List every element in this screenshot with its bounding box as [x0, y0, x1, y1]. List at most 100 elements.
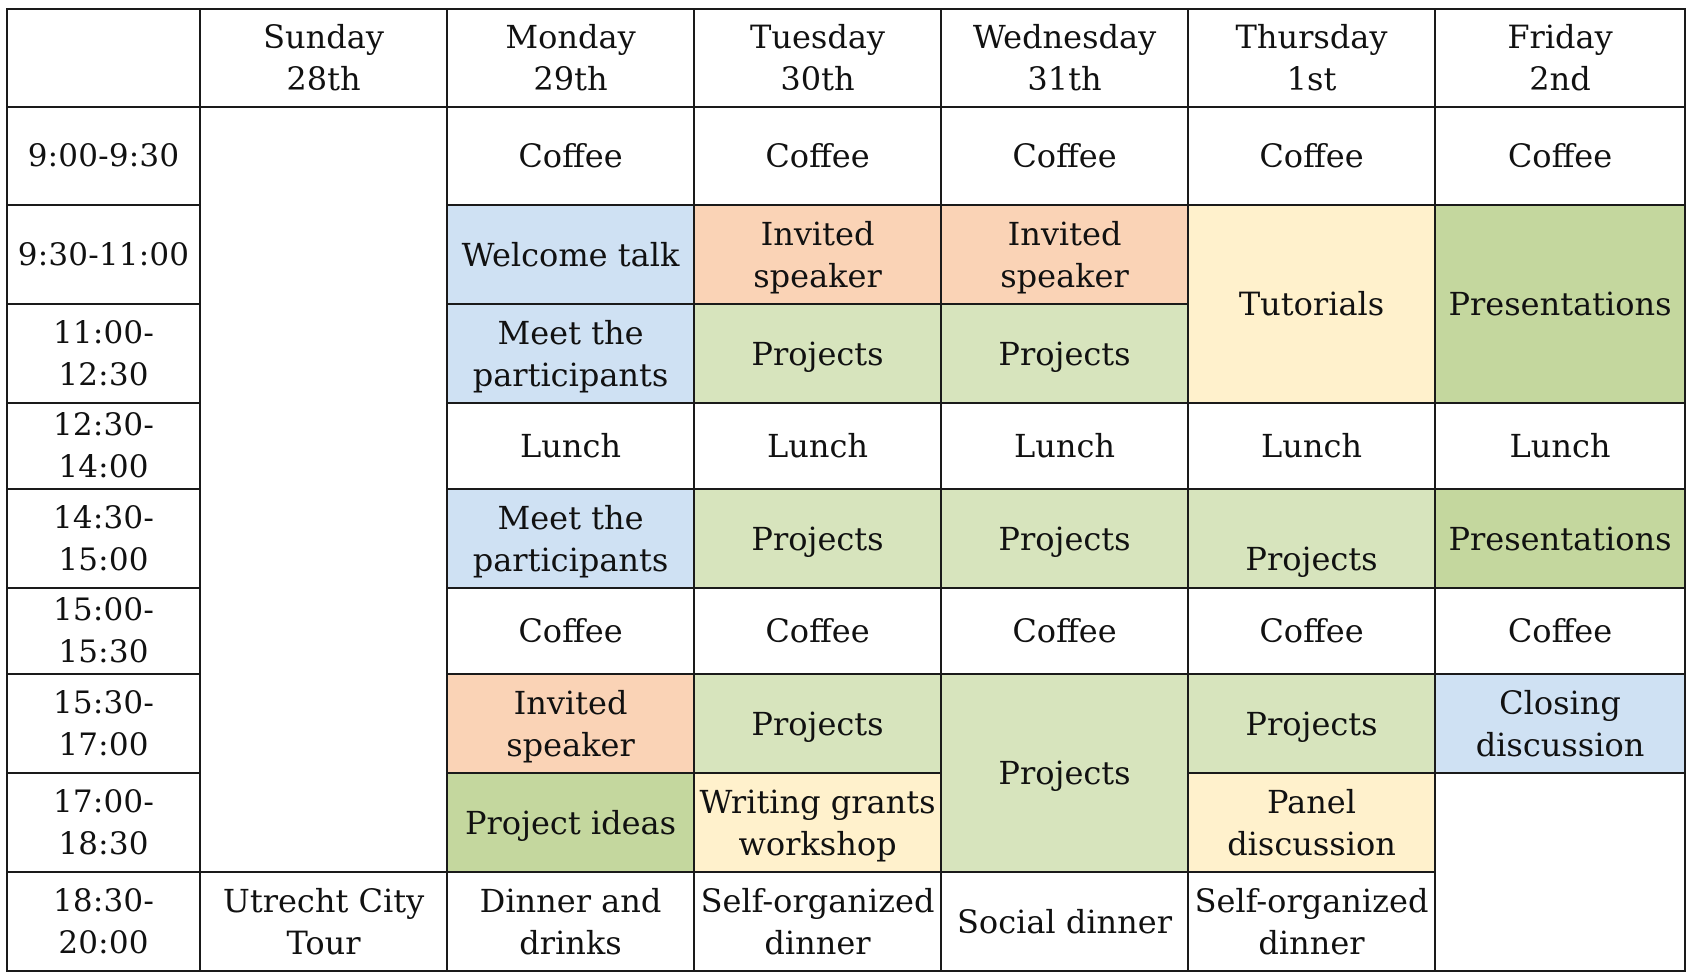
event-coffee: Coffee — [940, 106, 1189, 206]
event-projects: Projects — [940, 673, 1189, 873]
event-utrecht-city-tour: Utrecht City Tour — [199, 871, 448, 972]
event-tutorials: Tutorials — [1187, 204, 1436, 404]
event-label: Meet the participants — [472, 313, 669, 394]
time-row: 12:30-14:00 Lunch Lunch Lunch Lunch Lunc… — [6, 402, 1686, 490]
friday-free-block — [1434, 772, 1686, 972]
day-header-sunday: Sunday 28th — [199, 8, 448, 108]
event-meet-participants: Meet the participants — [446, 488, 695, 589]
event-meet-participants: Meet the participants — [446, 303, 695, 404]
time-row: 18:30-20:00 Utrecht City Tour Dinner and… — [6, 871, 1685, 972]
event-label: Panel discussion — [1227, 782, 1396, 863]
day-name: Wednesday — [972, 18, 1157, 56]
event-lunch: Lunch — [1187, 402, 1436, 490]
day-name: Friday — [1507, 18, 1613, 56]
event-welcome-talk: Welcome talk — [446, 204, 695, 305]
event-label: Self-organized dinner — [700, 881, 935, 962]
event-invited-speaker: Invited speaker — [446, 673, 695, 774]
event-writing-grants-workshop: Writing grants workshop — [693, 772, 942, 873]
day-header-wednesday: Wednesday 31th — [940, 8, 1189, 108]
day-date: 29th — [533, 60, 608, 98]
day-name: Sunday — [263, 18, 384, 56]
event-label: Projects — [998, 334, 1131, 373]
time-row: 15:00-15:30 Coffee Coffee Coffee Coffee … — [6, 587, 1686, 675]
event-projects: Projects — [1187, 488, 1436, 589]
day-date: 1st — [1286, 60, 1337, 98]
event-self-organized-dinner: Self-organized dinner — [693, 871, 942, 972]
day-header-friday: Friday 2nd — [1434, 8, 1686, 108]
event-lunch: Lunch — [940, 402, 1189, 490]
time-slot: 15:30-17:00 — [6, 673, 201, 774]
event-projects: Projects — [693, 673, 942, 774]
event-label: Projects — [751, 704, 884, 743]
event-coffee: Coffee — [1187, 106, 1436, 206]
event-projects: Projects — [940, 303, 1189, 404]
day-date: 30th — [780, 60, 855, 98]
time-slot: 9:00-9:30 — [6, 106, 201, 206]
time-slot: 18:30-20:00 — [6, 871, 201, 972]
time-slot: 17:00-18:30 — [6, 772, 201, 873]
event-coffee: Coffee — [693, 106, 942, 206]
event-closing-discussion: Closing discussion — [1434, 673, 1686, 774]
event-lunch: Lunch — [1434, 402, 1686, 490]
time-slot: 15:00-15:30 — [6, 587, 201, 675]
event-label: Tutorials — [1238, 285, 1385, 323]
event-label: Invited speaker — [1000, 214, 1129, 295]
event-label: Closing discussion — [1475, 683, 1645, 764]
time-slot: 9:30-11:00 — [6, 204, 201, 305]
time-row: 9:30-11:00 Welcome talk Invited speaker … — [6, 204, 1686, 404]
event-label: Presentations — [1448, 285, 1672, 323]
header-row: Sunday 28th Monday 29th Tuesday 30th Wed… — [6, 8, 1686, 108]
event-coffee: Coffee — [1187, 587, 1436, 675]
event-presentations: Presentations — [1434, 488, 1686, 589]
event-label: Projects — [751, 334, 884, 373]
event-label: Welcome talk — [461, 235, 680, 274]
time-slot: 12:30-14:00 — [6, 402, 201, 490]
schedule-table: Sunday 28th Monday 29th Tuesday 30th Wed… — [6, 8, 1686, 972]
day-header-monday: Monday 29th — [446, 8, 695, 108]
day-date: 2nd — [1529, 60, 1591, 98]
event-projects: Projects — [940, 488, 1189, 589]
day-date: 31th — [1027, 60, 1102, 98]
day-date: 28th — [286, 60, 361, 98]
event-label: Invited speaker — [753, 214, 882, 295]
event-projects: Projects — [1187, 673, 1436, 774]
event-label: Presentations — [1448, 519, 1672, 558]
event-label: Invited speaker — [506, 683, 635, 764]
time-row: 17:00-18:30 Project ideas Writing grants… — [6, 772, 1686, 972]
event-project-ideas: Project ideas — [446, 772, 695, 873]
event-coffee: Coffee — [940, 587, 1189, 675]
event-label: Projects — [1245, 704, 1378, 743]
event-label: Projects — [998, 519, 1131, 558]
time-slot: 11:00-12:30 — [6, 303, 201, 404]
event-label: Projects — [751, 519, 884, 558]
day-name: Thursday — [1235, 18, 1388, 56]
corner-cell — [6, 8, 201, 108]
event-coffee: Coffee — [446, 106, 695, 206]
day-header-thursday: Thursday 1st — [1187, 8, 1436, 108]
event-lunch: Lunch — [446, 402, 695, 490]
time-slot: 14:30-15:00 — [6, 488, 201, 589]
event-invited-speaker: Invited speaker — [693, 204, 942, 305]
day-name: Tuesday — [750, 18, 885, 56]
time-row: 14:30-15:00 Meet the participants Projec… — [6, 488, 1686, 589]
event-coffee: Coffee — [1434, 106, 1686, 206]
event-label: Dinner and drinks — [479, 881, 662, 962]
event-label: Utrecht City Tour — [222, 881, 425, 962]
event-label: Projects — [998, 754, 1131, 792]
event-invited-speaker: Invited speaker — [940, 204, 1189, 305]
event-label: Project ideas — [464, 803, 677, 842]
time-row: 9:00-9:30 Coffee Coffee Coffee Coffee Co… — [6, 106, 1686, 873]
event-projects: Projects — [693, 488, 942, 589]
day-header-tuesday: Tuesday 30th — [693, 8, 942, 108]
time-row: 15:30-17:00 Invited speaker Projects Pro… — [6, 673, 1686, 873]
day-name: Monday — [505, 18, 636, 56]
event-label: Meet the participants — [472, 498, 669, 579]
event-coffee: Coffee — [446, 587, 695, 675]
event-panel-discussion: Panel discussion — [1187, 772, 1436, 873]
sunday-free-block — [199, 106, 448, 873]
event-coffee: Coffee — [693, 587, 942, 675]
event-self-organized-dinner: Self-organized dinner — [1187, 871, 1436, 972]
event-lunch: Lunch — [693, 402, 942, 490]
event-label: Social dinner — [957, 902, 1172, 941]
event-projects: Projects — [693, 303, 942, 404]
